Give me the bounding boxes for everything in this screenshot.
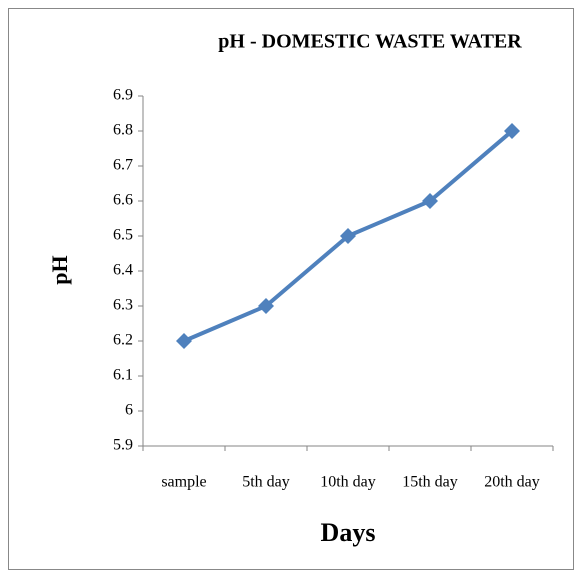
y-tick-label: 6.7 [113,157,133,174]
y-tick-label: 6.2 [113,332,133,349]
x-tick-label: 15th day [402,474,458,491]
y-tick-label: 6.3 [113,297,133,314]
y-tick-label: 6 [125,402,133,419]
x-tick-label: 5th day [242,474,290,491]
x-axis-label: Days [321,518,376,547]
y-tick-label: 6.8 [113,122,133,139]
point-marker [176,333,192,349]
y-tick-label: 6.4 [113,262,133,279]
chart-frame [8,8,574,570]
y-tick-label: 5.9 [113,437,133,454]
chart-title: pH - DOMESTIC WASTE WATER [218,31,522,53]
x-tick-label: 20th day [484,474,540,491]
point-marker [258,298,274,314]
point-marker [504,123,520,139]
x-tick-label: 10th day [320,474,376,491]
point-marker [422,193,438,209]
y-tick-label: 6.5 [113,227,133,244]
y-tick-label: 6.9 [113,87,133,104]
point-marker [340,228,356,244]
y-tick-label: 6.6 [113,192,133,209]
y-tick-label: 6.1 [113,367,133,384]
y-axis-label: pH [47,255,72,284]
x-tick-label: sample [161,474,206,491]
